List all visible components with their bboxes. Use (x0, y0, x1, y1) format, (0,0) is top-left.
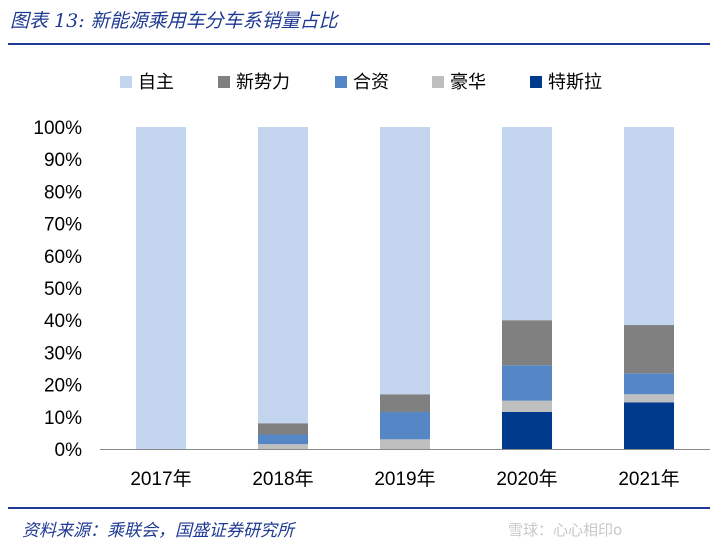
legend-swatch (432, 76, 444, 88)
source-rule (8, 507, 710, 509)
bar-segment (380, 394, 430, 412)
legend-swatch (120, 76, 132, 88)
legend-label: 合资 (353, 72, 389, 93)
bar-segment (380, 411, 430, 440)
bar-segment (624, 402, 674, 449)
y-tick-label: 60% (44, 247, 82, 268)
bar-segment (502, 365, 552, 401)
bar-segment (502, 127, 552, 321)
legend-swatch (335, 76, 347, 88)
y-tick-label: 50% (44, 279, 82, 300)
bar-segment (258, 444, 308, 449)
bar-segment (624, 127, 674, 326)
x-tick-label: 2019年 (374, 468, 435, 490)
bar-segment (502, 320, 552, 366)
source-note: 资料来源：乘联会，国盛证券研究所 (22, 521, 294, 541)
chart-title: 图表 13: 新能源乘用车分车系销量占比 (10, 10, 338, 32)
bar-segment (624, 373, 674, 395)
bar-segment (136, 127, 186, 449)
legend-label: 特斯拉 (548, 72, 602, 93)
bar-segment (624, 325, 674, 374)
y-tick-label: 70% (44, 215, 82, 236)
legend-label: 自主 (138, 72, 174, 93)
watermark: 雪球：心心相印o (508, 521, 623, 539)
bar-segment (380, 127, 430, 395)
y-tick-label: 20% (44, 376, 82, 397)
legend-label: 新势力 (236, 72, 290, 93)
bar-segment (624, 394, 674, 403)
bar-segment (258, 434, 308, 445)
y-tick-label: 40% (44, 311, 82, 332)
bar-segment (380, 439, 430, 449)
y-tick-label: 100% (33, 118, 82, 139)
y-tick-label: 0% (55, 440, 83, 461)
x-tick-label: 2020年 (496, 468, 557, 490)
legend-swatch (218, 76, 230, 88)
y-tick-label: 90% (44, 150, 82, 171)
bar-segment (502, 400, 552, 412)
stacked-bar-chart: 0% 10% 20% 30% 40% 50% 60% 70% 80% 90% 100% 2017年 20… (33, 72, 710, 490)
legend-swatch (530, 76, 542, 88)
x-tick-label: 2018年 (252, 468, 313, 490)
x-tick-label: 2017年 (130, 468, 191, 490)
y-tick-label: 30% (44, 343, 82, 364)
bar-segment (502, 411, 552, 449)
y-tick-label: 10% (44, 408, 82, 429)
legend-label: 豪华 (450, 72, 486, 93)
y-tick-label: 80% (44, 182, 82, 203)
x-tick-label: 2021年 (618, 468, 679, 490)
title-rule (8, 43, 710, 45)
bar-segment (258, 423, 308, 435)
bar-segment (258, 127, 308, 424)
